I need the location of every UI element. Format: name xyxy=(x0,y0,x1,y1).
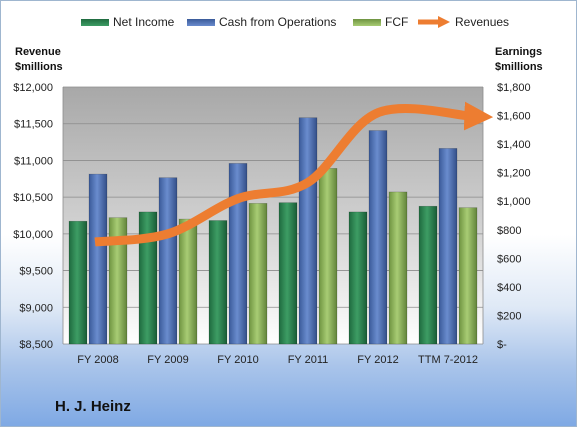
right-tick-label: $1,400 xyxy=(497,139,531,151)
right-tick-label: $600 xyxy=(497,253,521,265)
net-income-bar xyxy=(208,220,228,345)
fcf-bar xyxy=(178,218,198,345)
net-income-bar xyxy=(418,205,438,345)
axis-ticks: $8,500 $9,000 $9,500 $10,000 $10,500 $11,000 $… xyxy=(13,82,530,366)
net-income-bar xyxy=(278,202,298,345)
category-label: FY 2010 xyxy=(217,354,258,366)
category-label: FY 2009 xyxy=(147,354,188,366)
revenues-line xyxy=(94,101,494,247)
fcf-bar xyxy=(318,168,338,345)
cash-from-operations-bar xyxy=(158,177,178,345)
category-label: TTM 7-2012 xyxy=(418,354,478,366)
right-tick-label: $1,200 xyxy=(497,168,531,180)
left-tick-label: $9,000 xyxy=(19,302,53,314)
cash-from-operations-bar xyxy=(438,148,458,345)
cash-from-operations-swatch xyxy=(187,18,215,26)
grid-lines xyxy=(62,86,484,345)
cash-from-operations-bar xyxy=(228,163,248,345)
legend-item-cash-from-operations: Cash from Operations xyxy=(187,15,336,29)
right-axis-title: Earnings $millions xyxy=(495,45,543,75)
right-tick-label: $200 xyxy=(497,310,521,322)
net-income-swatch xyxy=(81,18,109,26)
left-axis-title: Revenue $millions xyxy=(15,45,63,75)
net-income-bar xyxy=(348,211,368,345)
right-tick-label: $800 xyxy=(497,225,521,237)
left-tick-label: $10,000 xyxy=(13,229,53,241)
left-tick-label: $11,500 xyxy=(14,119,53,131)
left-tick-label: $9,500 xyxy=(19,266,53,278)
legend-item-fcf: FCF xyxy=(353,15,408,29)
left-axis-title-line2: $millions xyxy=(15,61,63,73)
net-income-bar xyxy=(68,220,88,345)
legend-item-revenues: Revenues xyxy=(417,15,509,29)
category-label: FY 2011 xyxy=(288,354,329,366)
left-tick-label: $10,500 xyxy=(13,192,53,204)
fcf-swatch xyxy=(353,18,381,26)
revenue-line xyxy=(94,101,494,247)
legend-label: Cash from Operations xyxy=(219,15,337,29)
right-axis-title-line2: $millions xyxy=(495,61,543,73)
fcf-bar xyxy=(388,191,408,345)
right-tick-label: $1,600 xyxy=(497,111,531,123)
revenue-arrow-icon xyxy=(418,16,450,28)
right-tick-label: $400 xyxy=(497,282,521,294)
category-label: FY 2012 xyxy=(357,354,398,366)
left-tick-label: $8,500 xyxy=(19,339,53,351)
company-name: H. J. Heinz xyxy=(55,398,131,415)
legend-label: Net Income xyxy=(113,15,175,29)
cash-from-operations-bar xyxy=(88,173,108,345)
right-tick-label: $1,800 xyxy=(497,82,531,94)
left-tick-label: $12,000 xyxy=(13,82,53,94)
cash-from-operations-bar xyxy=(298,117,318,345)
right-tick-label: $- xyxy=(497,339,507,351)
legend-label: Revenues xyxy=(455,15,510,29)
category-label: FY 2008 xyxy=(77,354,118,366)
fcf-bar xyxy=(248,203,268,345)
right-tick-label: $1,000 xyxy=(497,196,531,208)
plot-background xyxy=(63,87,483,344)
fcf-bar xyxy=(458,207,478,345)
cash-from-operations-bar xyxy=(368,130,388,345)
net-income-bar xyxy=(138,211,158,345)
left-axis-title-line1: Revenue xyxy=(15,46,61,58)
legend-item-net-income: Net Income xyxy=(81,15,174,29)
legend-label: FCF xyxy=(385,15,409,29)
fcf-bar xyxy=(108,217,128,345)
right-axis-title-line1: Earnings xyxy=(495,46,543,58)
left-tick-label: $11,000 xyxy=(14,155,53,167)
